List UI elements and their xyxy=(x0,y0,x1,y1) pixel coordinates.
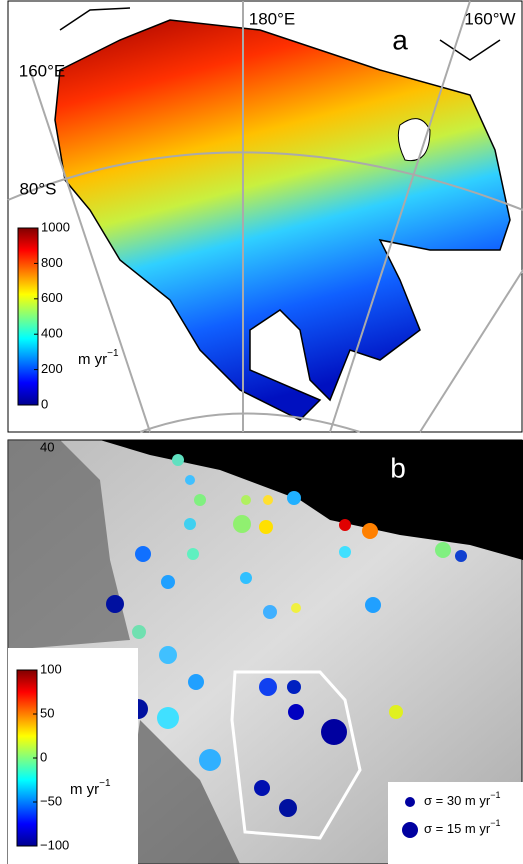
colorbar-unit: m yr−1 xyxy=(78,348,119,368)
ocean xyxy=(100,440,523,560)
colorbar-tick-label: 800 xyxy=(41,255,63,270)
graticule xyxy=(7,0,523,433)
colorbar-tick-label: −100 xyxy=(40,837,69,852)
region-outline xyxy=(230,670,362,840)
legend-label: σ = 15 m yr−1 xyxy=(424,818,500,836)
legend-exp: −1 xyxy=(490,790,500,800)
unit-exp: −1 xyxy=(99,778,111,789)
lon-label: 180°E xyxy=(249,9,296,28)
colorbar-tick-label: 600 xyxy=(41,290,63,305)
colorbar-unit: m yr−1 xyxy=(70,778,111,798)
colorbar-a xyxy=(17,227,39,406)
colorbar-tick-label: 0 xyxy=(41,396,48,411)
legend-exp: −1 xyxy=(490,818,500,828)
colorbar-tick-label: −50 xyxy=(40,793,62,808)
lon-label: 160°W xyxy=(464,9,515,28)
legend-text: σ = 30 m yr xyxy=(424,793,491,808)
colorbar-tick-label: 200 xyxy=(41,361,63,376)
legend-marker xyxy=(405,797,415,807)
panel-a: 180°E 160°W 160°E 80°S a m yr−1 xyxy=(7,0,523,433)
colorbar-tick-label: 50 xyxy=(40,705,54,720)
coastline xyxy=(59,7,501,61)
legend-marker xyxy=(402,822,418,838)
colorbar-tick-label: 1000 xyxy=(41,219,70,234)
unit: m yr xyxy=(70,781,99,798)
lat-label: 160°E xyxy=(19,61,66,80)
corner-label: 40 xyxy=(40,439,54,454)
colorbar-tick-label: 0 xyxy=(40,749,47,764)
unit: m yr xyxy=(78,351,107,368)
panel-label: b xyxy=(390,452,406,483)
legend-label: σ = 30 m yr−1 xyxy=(424,790,500,808)
rock xyxy=(8,440,130,650)
unit-exp: −1 xyxy=(107,348,119,359)
sites xyxy=(87,454,467,817)
rock xyxy=(120,720,240,864)
colorbar-tick-label: 100 xyxy=(40,661,62,676)
panel-b: m yr−1 b 40 σ = 30 m yr−1 σ = 15 m yr−1 xyxy=(7,439,523,864)
legend-text: σ = 15 m yr xyxy=(424,821,491,836)
lat-label: 80°S xyxy=(19,179,56,198)
panel-label: a xyxy=(392,24,408,55)
ice-shelf xyxy=(54,19,511,421)
colorbar-tick-label: 400 xyxy=(41,326,63,341)
